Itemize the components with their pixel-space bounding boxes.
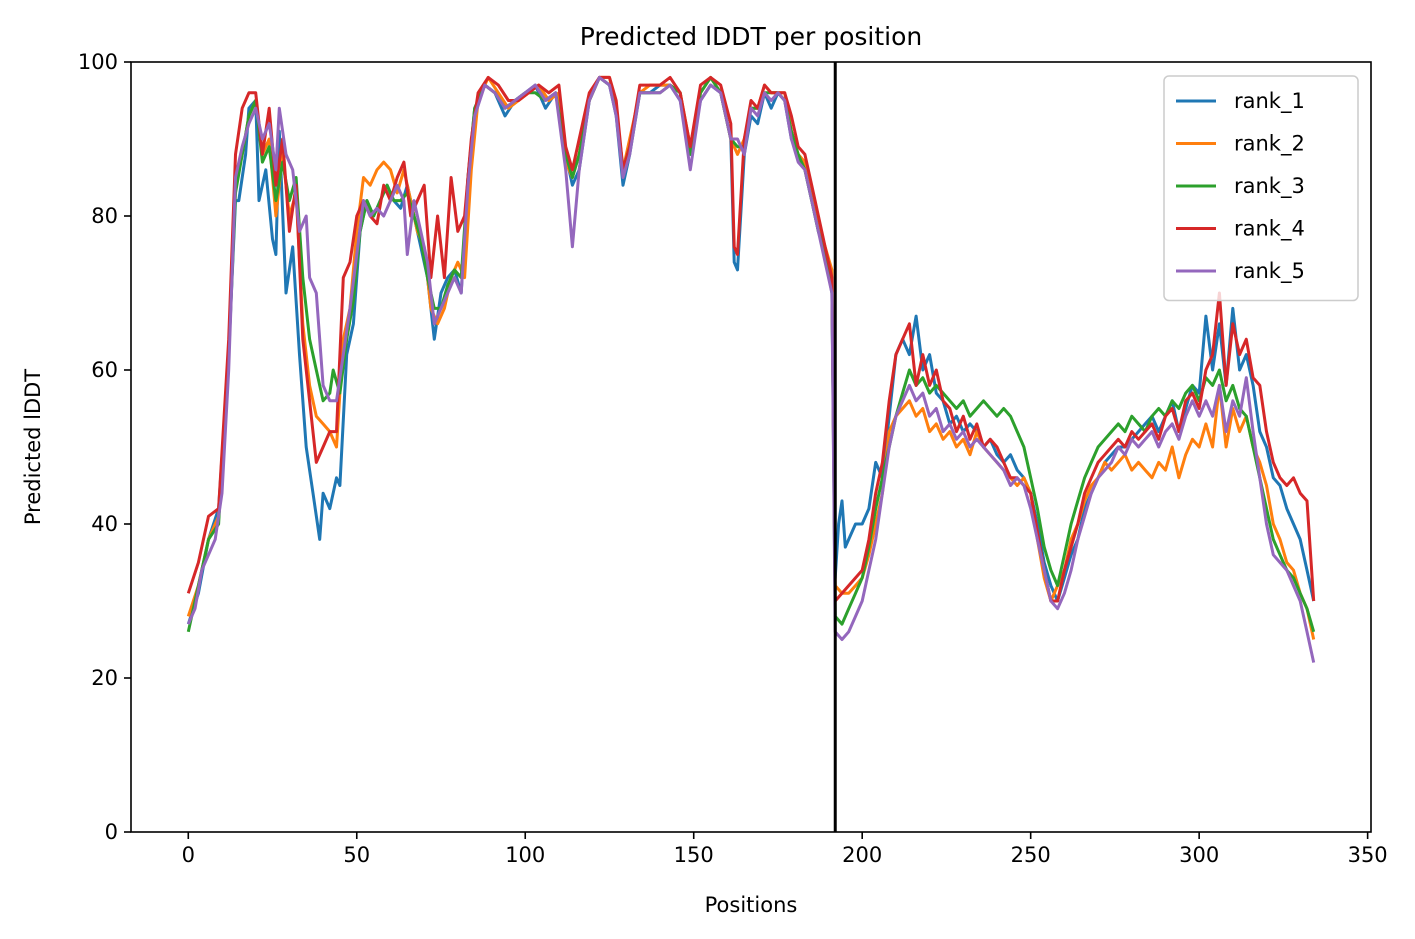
x-tick-label: 350: [1348, 843, 1388, 867]
y-tick-label: 80: [91, 204, 118, 228]
legend-label-rank-5: rank_5: [1234, 259, 1305, 284]
series-line-rank-5: [186, 75, 1316, 663]
axes-frame: [130, 61, 1372, 833]
series-line-rank-4: [186, 75, 1316, 603]
chart-title: Predicted lDDT per position: [580, 22, 922, 51]
x-tick-label: 100: [505, 843, 545, 867]
legend: rank_1 rank_2 rank_3 rank_4 rank_5: [1163, 75, 1359, 302]
x-tick-label: 0: [182, 843, 195, 867]
legend-label-rank-3: rank_3: [1234, 174, 1305, 199]
legend-label-rank-1: rank_1: [1234, 89, 1305, 114]
x-tick-label: 200: [842, 843, 882, 867]
y-axis-title: Predicted lDDT: [21, 369, 45, 525]
y-tick-label: 40: [91, 512, 118, 536]
y-tick-label: 100: [78, 50, 118, 74]
x-tick-label: 50: [343, 843, 370, 867]
x-axis-title: Positions: [705, 893, 798, 917]
y-tick-label: 20: [91, 666, 118, 690]
plot-area: [186, 62, 1316, 832]
legend-label-rank-2: rank_2: [1234, 132, 1305, 157]
x-tick-label: 250: [1011, 843, 1051, 867]
x-tick-label: 150: [674, 843, 714, 867]
y-tick-label: 0: [105, 820, 118, 844]
legend-box: [1163, 75, 1359, 302]
legend-label-rank-4: rank_4: [1234, 217, 1305, 242]
y-tick-label: 60: [91, 358, 118, 382]
x-tick-label: 300: [1179, 843, 1219, 867]
axes: 0 50 100 150 200 250 300 350 0 20 40 60 80 100: [78, 50, 1388, 867]
